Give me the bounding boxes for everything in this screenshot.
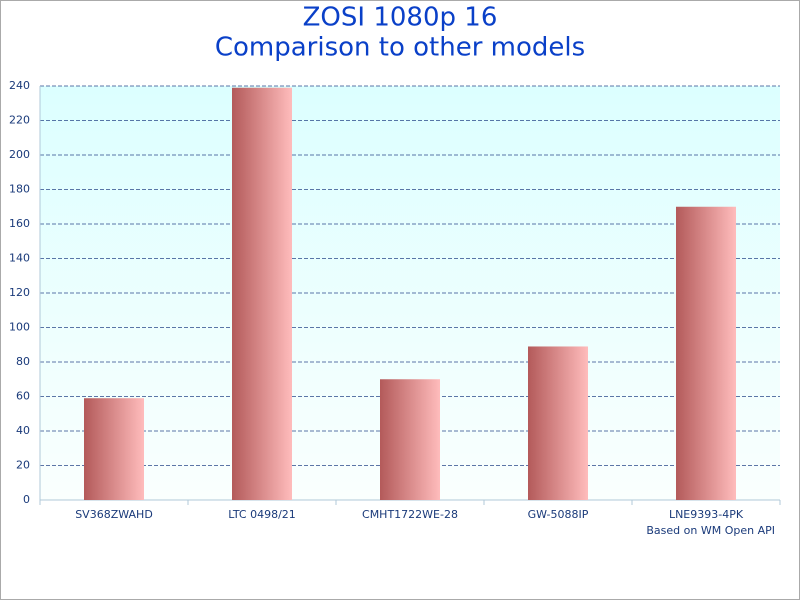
y-tick-label: 160 bbox=[9, 217, 30, 230]
y-tick-label: 40 bbox=[16, 424, 30, 437]
y-tick-label: 240 bbox=[9, 79, 30, 92]
y-tick-label: 200 bbox=[9, 148, 30, 161]
y-tick-label: 0 bbox=[23, 493, 30, 506]
x-tick-label: GW-5088IP bbox=[528, 508, 589, 521]
bar bbox=[380, 379, 440, 500]
chart-title: ZOSI 1080p 16 bbox=[303, 3, 498, 33]
y-tick-label: 80 bbox=[16, 355, 30, 368]
y-tick-label: 60 bbox=[16, 390, 30, 403]
y-tick-label: 140 bbox=[9, 252, 30, 265]
bar bbox=[528, 346, 588, 500]
y-tick-label: 100 bbox=[9, 321, 30, 334]
bar bbox=[232, 87, 292, 500]
x-tick-label: SV368ZWAHD bbox=[75, 508, 153, 521]
x-tick-label: LTC 0498/21 bbox=[228, 508, 296, 521]
y-tick-label: 120 bbox=[9, 286, 30, 299]
bar bbox=[84, 398, 144, 500]
x-tick-label: LNE9393-4PK bbox=[669, 508, 744, 521]
bar bbox=[676, 206, 736, 500]
chart-subtitle: Comparison to other models bbox=[215, 33, 585, 63]
y-tick-label: 220 bbox=[9, 114, 30, 127]
annotation: Based on WM Open API bbox=[646, 524, 775, 537]
y-tick-label: 180 bbox=[9, 183, 30, 196]
x-tick-label: CMHT1722WE-28 bbox=[362, 508, 458, 521]
y-tick-label: 20 bbox=[16, 459, 30, 472]
